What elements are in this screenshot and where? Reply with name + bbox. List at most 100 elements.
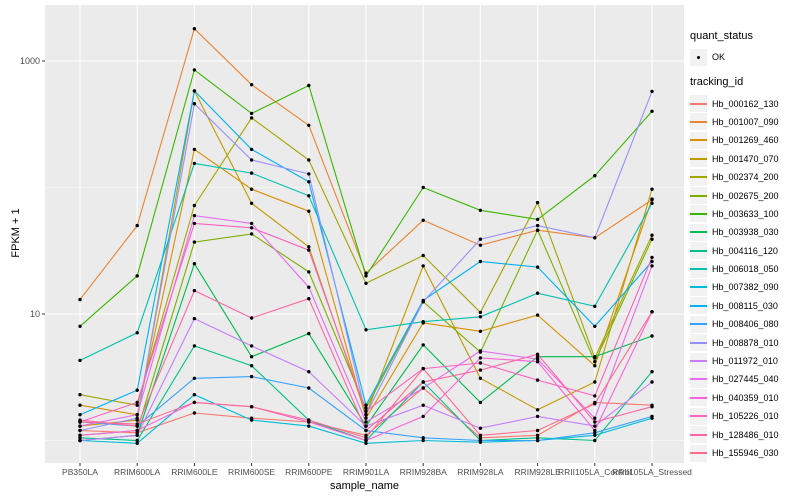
data-point xyxy=(307,386,311,390)
legend-key xyxy=(690,370,707,388)
data-point xyxy=(307,285,311,289)
data-point xyxy=(192,262,197,266)
legend-item: Hb_105226_010 xyxy=(690,407,779,425)
data-point xyxy=(307,123,311,128)
data-point xyxy=(650,405,654,409)
data-point xyxy=(421,264,425,268)
legend-item-ok: OK xyxy=(690,48,779,66)
legend-color-line-icon xyxy=(690,157,707,160)
data-point xyxy=(135,438,139,443)
data-point xyxy=(249,418,254,422)
legend-color-line-icon xyxy=(690,341,707,344)
data-point xyxy=(593,394,597,398)
y-axis-title: FPKM + 1 xyxy=(10,208,22,258)
data-point xyxy=(192,203,197,208)
legend-color-line-icon xyxy=(690,176,707,179)
data-point xyxy=(307,180,311,184)
legend-item: Hb_008878_010 xyxy=(690,333,779,352)
data-point xyxy=(249,111,254,116)
legend-item: Hb_011972_010 xyxy=(690,352,779,370)
data-point xyxy=(478,433,483,437)
data-point xyxy=(192,344,197,348)
data-point xyxy=(593,360,597,364)
legend-item-label: Hb_008115_030 xyxy=(712,300,778,311)
legend-item: Hb_027445_040 xyxy=(690,370,779,388)
data-point xyxy=(364,433,368,437)
data-point xyxy=(421,438,425,443)
data-point xyxy=(421,218,425,222)
data-point xyxy=(249,187,254,191)
legend-key xyxy=(690,150,707,168)
x-tick-label: RRIM928LE xyxy=(514,467,561,477)
data-point xyxy=(421,380,425,384)
data-point xyxy=(650,380,654,384)
data-point xyxy=(593,364,597,368)
data-point xyxy=(535,223,540,228)
data-point xyxy=(478,237,483,241)
legend-color-line-icon xyxy=(690,396,707,399)
legend-color-line-icon xyxy=(690,433,707,436)
data-point xyxy=(192,102,197,106)
data-point xyxy=(192,376,197,380)
data-point xyxy=(364,328,368,332)
data-point xyxy=(249,201,254,205)
legend-color-line-icon xyxy=(690,360,707,363)
legend-item-label: Hb_004116_120 xyxy=(712,245,778,256)
data-point xyxy=(135,416,139,420)
data-point xyxy=(249,344,254,348)
data-point xyxy=(307,158,311,162)
data-point xyxy=(535,408,540,412)
legend-item: Hb_004116_120 xyxy=(690,242,779,260)
data-point xyxy=(192,161,197,166)
data-point xyxy=(78,403,82,407)
legend-color-line-icon xyxy=(690,231,707,234)
data-point xyxy=(535,200,540,205)
data-point xyxy=(364,281,368,285)
data-point xyxy=(364,406,368,410)
data-point xyxy=(593,380,597,384)
legend-item-label: Hb_001269_460 xyxy=(712,135,779,146)
legend-color-line-icon xyxy=(690,194,707,197)
data-point xyxy=(78,424,82,428)
legend-key xyxy=(690,260,707,278)
legend-color-line-icon xyxy=(690,304,707,307)
y-tick-label: 1000 xyxy=(19,55,40,66)
data-point xyxy=(307,297,311,301)
legend-color-line-icon xyxy=(690,452,707,454)
data-point xyxy=(364,413,368,417)
x-tick-label: RRII105LA_Control xyxy=(557,467,632,477)
data-point xyxy=(135,223,139,228)
x-axis-title: sample_name xyxy=(329,480,400,492)
data-point xyxy=(364,438,368,443)
legend-item-label: Hb_000162_130 xyxy=(712,98,779,109)
data-point xyxy=(421,414,425,419)
data-point xyxy=(478,356,483,360)
data-point xyxy=(478,436,483,440)
legend-key xyxy=(690,444,707,462)
legend-title-tracking-id: tracking_id xyxy=(690,76,744,89)
data-point xyxy=(135,331,139,335)
data-point xyxy=(192,316,197,321)
data-point xyxy=(478,349,483,353)
data-point xyxy=(249,83,254,87)
legend-item-label: Hb_011972_010 xyxy=(712,356,778,367)
legend-key xyxy=(690,315,707,333)
point-symbol-icon xyxy=(697,55,701,60)
data-point xyxy=(593,324,597,328)
data-point xyxy=(650,264,654,268)
legend-key xyxy=(690,389,707,407)
data-point xyxy=(421,403,425,407)
legend: quant_status OK tracking_id Hb_000162_13… xyxy=(690,30,779,462)
data-point xyxy=(192,221,197,226)
legend-item: Hb_006018_050 xyxy=(690,260,779,278)
legend-key xyxy=(690,48,707,66)
data-point xyxy=(364,428,368,433)
data-point xyxy=(535,228,540,232)
legend-color-line-icon xyxy=(690,212,707,215)
data-point xyxy=(650,255,654,260)
x-tick-label: RRIM600PE xyxy=(285,467,333,477)
data-point xyxy=(364,420,368,424)
data-point xyxy=(650,259,654,264)
data-point xyxy=(307,424,311,428)
